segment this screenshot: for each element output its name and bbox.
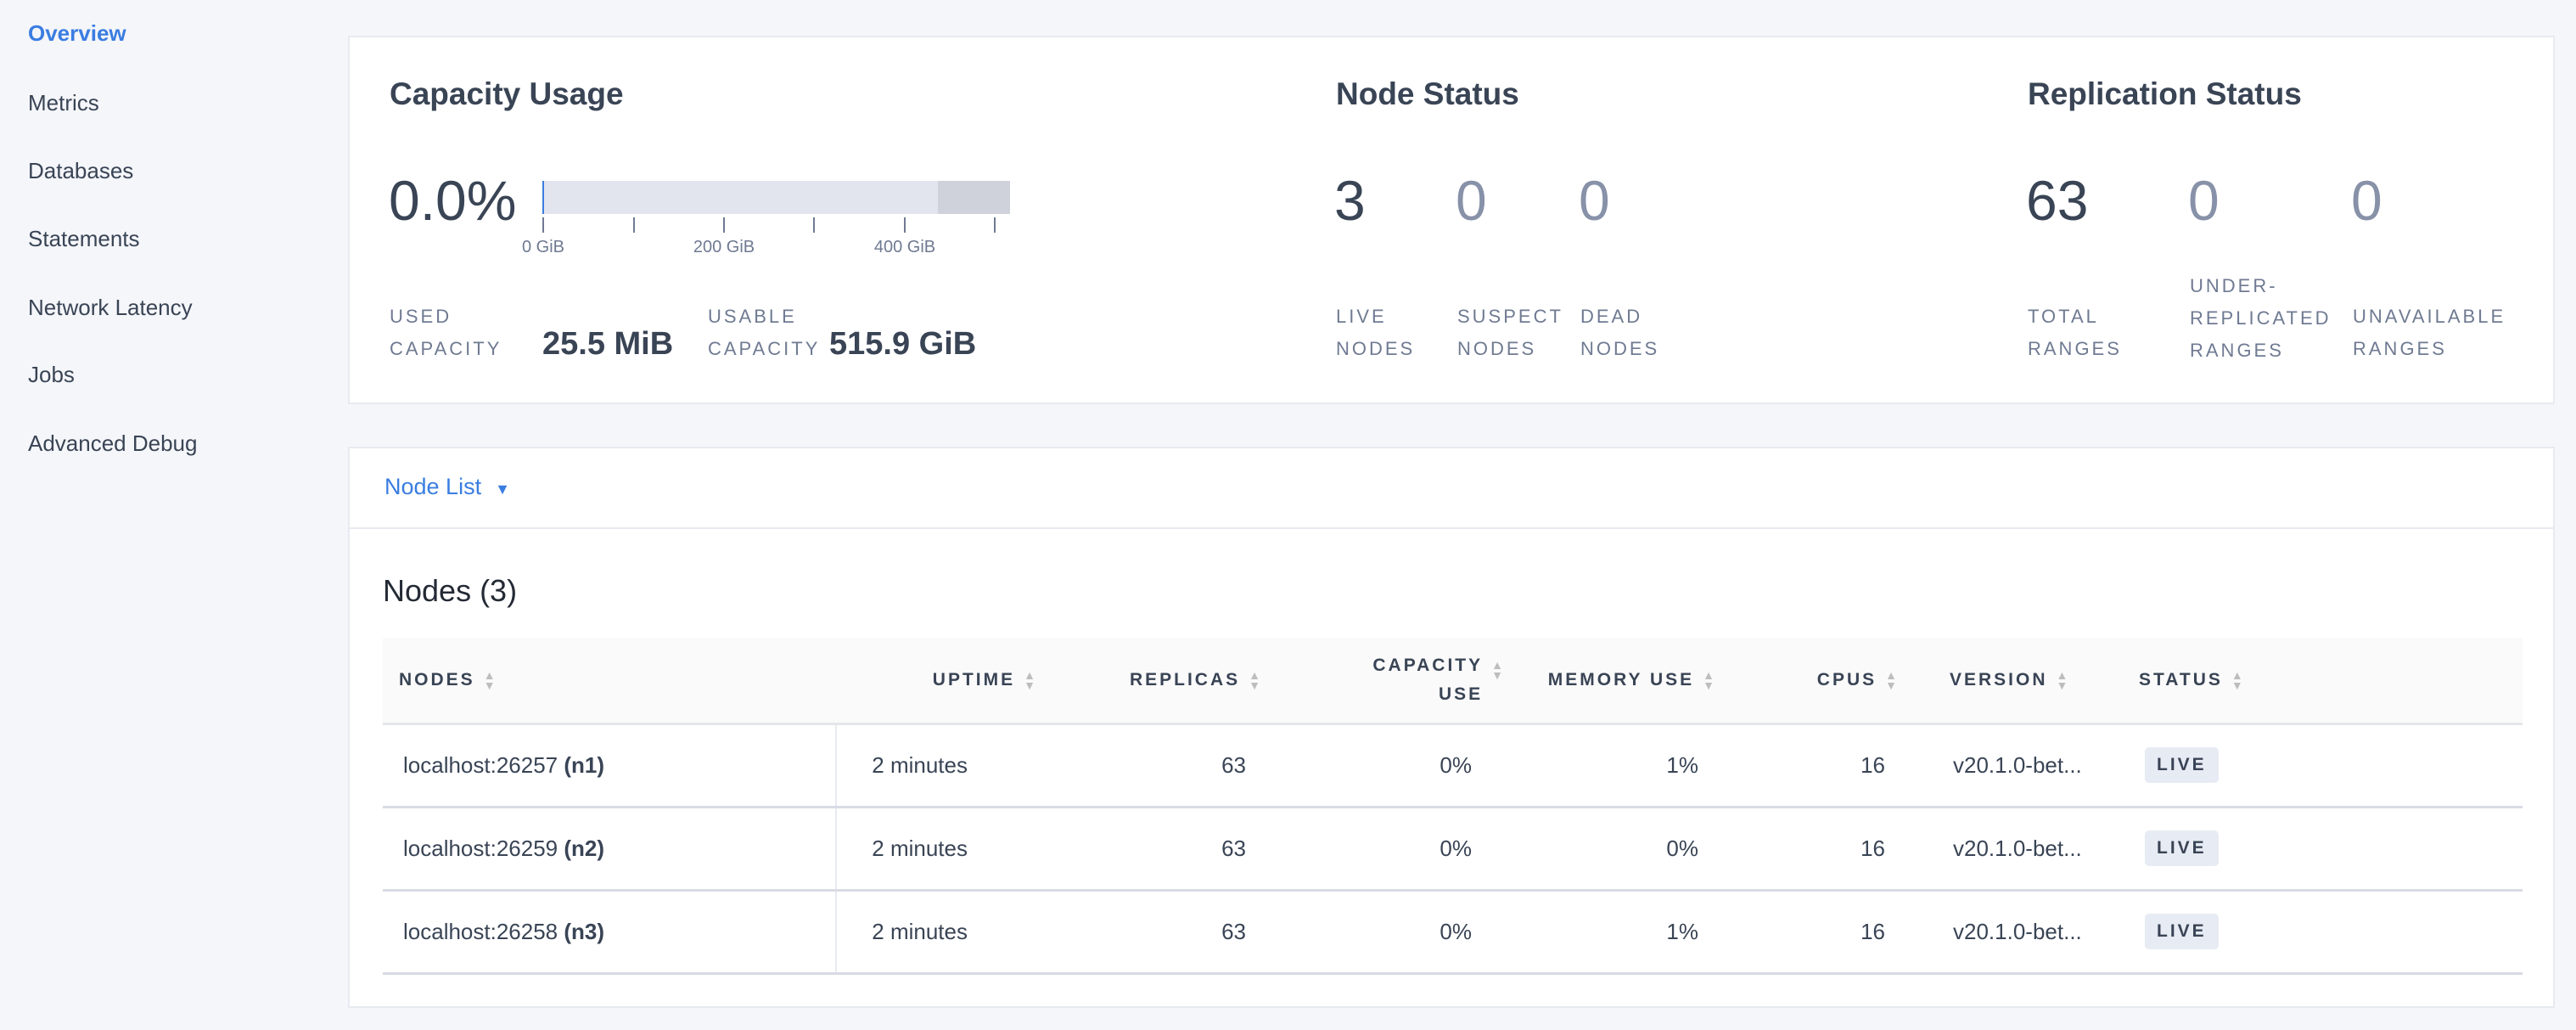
cluster-summary-card	[348, 36, 2555, 404]
sidebar-item-jobs[interactable]: Jobs	[28, 362, 75, 387]
column-header-replicas[interactable]: REPLICAS ▲ ▼	[1069, 638, 1294, 725]
used-capacity-value: 25.5 MiB	[542, 326, 674, 362]
status-cell: LIVE	[2118, 807, 2523, 892]
capacity-cell: 0%	[1294, 723, 1524, 808]
sidebar-item-overview[interactable]: Overview	[28, 20, 126, 46]
unavailable-ranges-count: 0	[2351, 169, 2382, 232]
sort-icon: ▲ ▼	[2231, 668, 2243, 693]
tick	[813, 217, 815, 233]
column-header-cpus[interactable]: CPUS ▲ ▼	[1748, 638, 1931, 725]
status-badge: LIVE	[2145, 914, 2219, 949]
status-cell: LIVE	[2118, 890, 2523, 975]
version-cell: v20.1.0-bet...	[1931, 890, 2118, 975]
sort-icon: ▲ ▼	[1024, 668, 1035, 693]
sort-icon: ▲ ▼	[1491, 657, 1503, 682]
tick-label: 0 GiB	[521, 238, 565, 256]
sort-icon: ▲ ▼	[483, 668, 496, 693]
column-header-capacity-use[interactable]: CAPACITY USE▲ ▼	[1294, 638, 1524, 725]
column-header-status[interactable]: STATUS ▲ ▼	[2118, 638, 2523, 725]
node-status-title: Node Status	[1336, 76, 1519, 111]
table-row: localhost:26259 (n2) 2 minutes 63 0% 0% …	[383, 807, 2523, 892]
status-badge: LIVE	[2145, 747, 2219, 783]
column-header-version[interactable]: VERSION ▲ ▼	[1931, 638, 2118, 725]
capacity-usage-title: Capacity Usage	[390, 76, 624, 111]
tick	[633, 217, 635, 233]
capacity-bar-reserved	[938, 181, 1010, 214]
sort-icon: ▲ ▼	[1885, 668, 1897, 693]
nodes-heading: Nodes (3)	[383, 573, 518, 608]
capacity-bar-used	[542, 181, 544, 214]
uptime-cell: 2 minutes	[836, 723, 1069, 808]
status-cell: LIVE	[2118, 723, 2523, 808]
live-nodes-label: LIVE NODES	[1336, 306, 1416, 359]
capacity-cell: 0%	[1294, 807, 1524, 892]
sidebar-item-network-latency[interactable]: Network Latency	[28, 295, 193, 320]
total-ranges-count: 63	[2026, 169, 2089, 232]
total-ranges-label: TOTAL RANGES	[2028, 306, 2122, 359]
memory-cell: 0%	[1524, 807, 1748, 892]
usable-capacity-label: USABLE CAPACITY	[708, 306, 821, 359]
dead-nodes-label: DEAD NODES	[1580, 306, 1660, 359]
caret-down-icon: ▼	[495, 481, 510, 498]
nodes-table: NODES ▲ ▼ UPTIME ▲ ▼ REPLICAS ▲ ▼ CAPACITY USE▲…	[383, 638, 2523, 975]
node-name-cell[interactable]: localhost:26259 (n2)	[383, 807, 837, 892]
node-name-cell[interactable]: localhost:26257 (n1)	[383, 723, 837, 808]
version-cell: v20.1.0-bet...	[1931, 723, 2118, 808]
node-name-cell[interactable]: localhost:26258 (n3)	[383, 890, 837, 975]
suspect-nodes-count: 0	[1456, 169, 1487, 232]
column-header-uptime[interactable]: UPTIME ▲ ▼	[836, 638, 1069, 725]
memory-cell: 1%	[1524, 890, 1748, 975]
under-replicated-count: 0	[2188, 169, 2220, 232]
memory-cell: 1%	[1524, 723, 1748, 808]
divider	[350, 527, 2553, 529]
replicas-cell: 63	[1069, 890, 1294, 975]
tick-label: 200 GiB	[693, 238, 755, 256]
node-list-dropdown[interactable]: Node List ▼	[384, 474, 510, 499]
cpus-cell: 16	[1748, 723, 1931, 808]
cpus-cell: 16	[1748, 807, 1931, 892]
tick	[904, 217, 906, 233]
status-badge: LIVE	[2145, 830, 2219, 866]
sidebar-item-metrics[interactable]: Metrics	[28, 90, 99, 115]
usable-capacity-value: 515.9 GiB	[829, 326, 977, 362]
sort-icon: ▲ ▼	[2056, 668, 2068, 693]
sort-icon: ▲ ▼	[1249, 668, 1260, 693]
capacity-bar	[542, 181, 1010, 214]
column-header-memory-use[interactable]: MEMORY USE ▲ ▼	[1524, 638, 1748, 725]
used-capacity-label: USED CAPACITY	[390, 306, 502, 359]
unavailable-ranges-label: UNAVAILABLE RANGES	[2353, 306, 2506, 359]
replication-status-title: Replication Status	[2028, 76, 2302, 111]
column-header-nodes[interactable]: NODES ▲ ▼	[383, 638, 836, 725]
cpus-cell: 16	[1748, 890, 1931, 975]
tick	[723, 217, 725, 233]
tick	[542, 217, 544, 233]
replicas-cell: 63	[1069, 807, 1294, 892]
table-row: localhost:26258 (n3) 2 minutes 63 0% 1% …	[383, 890, 2523, 975]
sidebar-item-databases[interactable]: Databases	[28, 158, 134, 183]
tick-label: 400 GiB	[873, 238, 936, 256]
table-row: localhost:26257 (n1) 2 minutes 63 0% 1% …	[383, 723, 2523, 808]
version-cell: v20.1.0-bet...	[1931, 807, 2118, 892]
sidebar-item-advanced-debug[interactable]: Advanced Debug	[28, 431, 198, 456]
suspect-nodes-label: SUSPECT NODES	[1457, 306, 1563, 359]
replicas-cell: 63	[1069, 723, 1294, 808]
capacity-cell: 0%	[1294, 890, 1524, 975]
sidebar-item-statements[interactable]: Statements	[28, 226, 140, 251]
live-nodes-count: 3	[1334, 169, 1366, 232]
tick	[994, 217, 996, 233]
capacity-percent: 0.0%	[389, 169, 517, 232]
uptime-cell: 2 minutes	[836, 890, 1069, 975]
sort-icon: ▲ ▼	[1703, 668, 1715, 693]
dead-nodes-count: 0	[1579, 169, 1610, 232]
uptime-cell: 2 minutes	[836, 807, 1069, 892]
under-replicated-label: UNDER- REPLICATED RANGES	[2190, 275, 2332, 361]
